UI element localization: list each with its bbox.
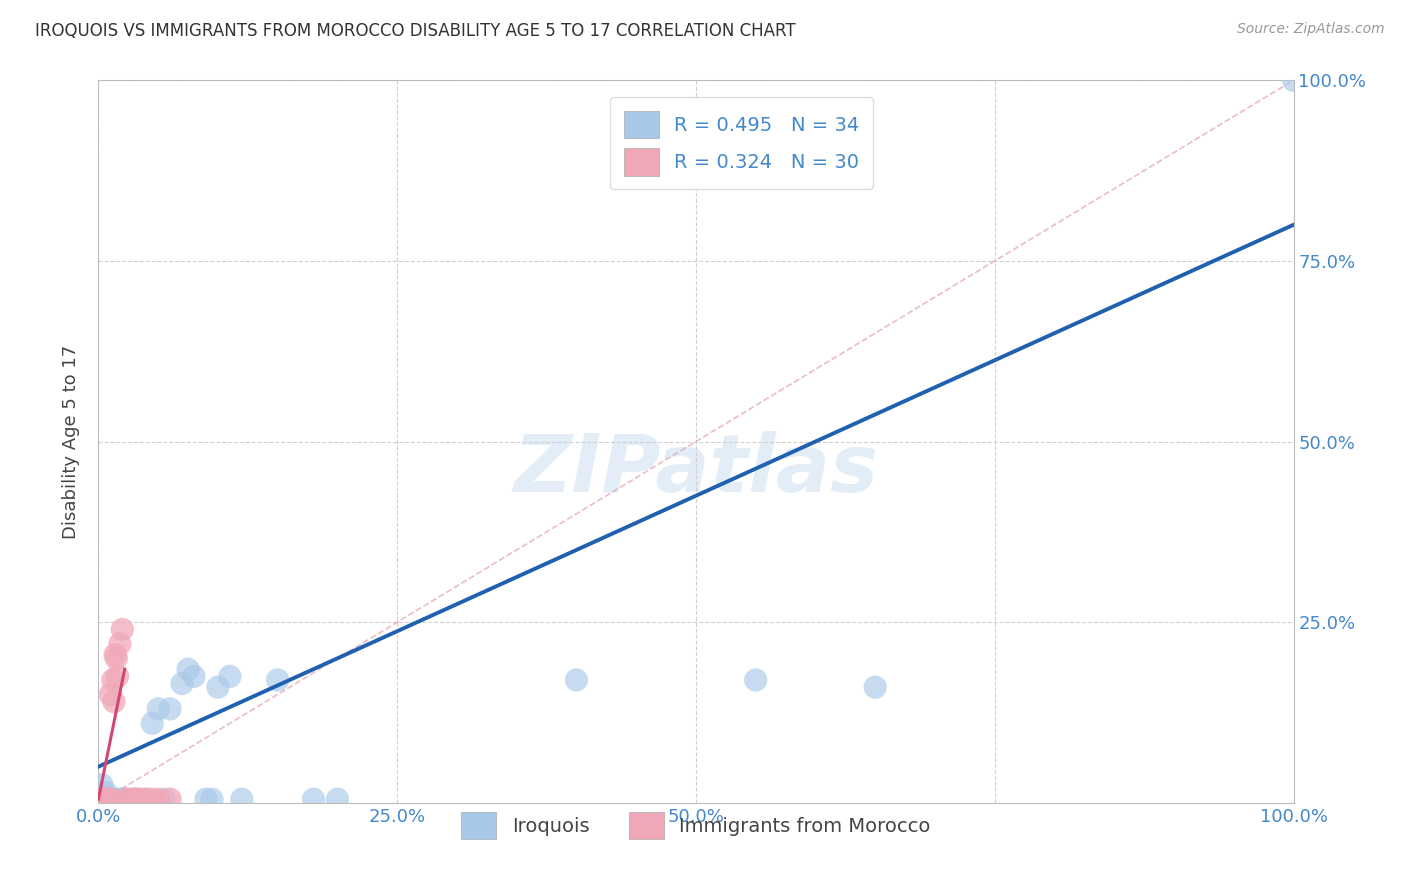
Point <box>124 792 146 806</box>
Point <box>94 792 117 806</box>
Y-axis label: Disability Age 5 to 17: Disability Age 5 to 17 <box>62 344 80 539</box>
Point <box>141 716 163 731</box>
Point <box>94 792 117 806</box>
Point <box>98 792 122 806</box>
Point <box>101 792 124 806</box>
Point <box>135 792 157 806</box>
Point <box>865 680 887 694</box>
Point <box>108 637 131 651</box>
Point <box>219 669 242 683</box>
Point <box>124 792 146 806</box>
Point <box>96 792 118 806</box>
Point <box>201 792 224 806</box>
Point <box>141 792 163 806</box>
Point <box>104 648 127 662</box>
Point <box>117 792 139 806</box>
Point <box>111 623 134 637</box>
Point <box>98 687 122 701</box>
Point <box>121 792 143 806</box>
Point <box>91 792 114 806</box>
Point <box>231 792 253 806</box>
Point <box>148 792 170 806</box>
Point <box>195 792 218 806</box>
Point <box>207 680 229 694</box>
Point <box>103 695 125 709</box>
Point <box>1282 73 1305 87</box>
Point <box>302 792 325 806</box>
Point <box>745 673 768 687</box>
Point <box>98 792 122 806</box>
Point <box>129 792 152 806</box>
Point <box>117 792 139 806</box>
Point <box>114 792 136 806</box>
Point <box>565 673 588 687</box>
Legend: Iroquois, Immigrants from Morocco: Iroquois, Immigrants from Morocco <box>454 805 938 847</box>
Point <box>177 662 200 676</box>
Point <box>129 792 152 806</box>
Point <box>91 792 114 806</box>
Point <box>93 792 115 806</box>
Text: ZIPatlas: ZIPatlas <box>513 432 879 509</box>
Point <box>183 669 205 683</box>
Point <box>97 792 120 806</box>
Point <box>114 792 136 806</box>
Point <box>125 792 148 806</box>
Point <box>98 792 121 806</box>
Point <box>153 792 176 806</box>
Point <box>111 792 134 806</box>
Point <box>108 792 131 806</box>
Point <box>267 673 290 687</box>
Point <box>105 792 128 806</box>
Point <box>93 792 115 806</box>
Point <box>172 676 194 690</box>
Point <box>105 651 128 665</box>
Point <box>97 792 120 806</box>
Point <box>101 673 124 687</box>
Point <box>90 792 112 806</box>
Point <box>98 792 121 806</box>
Point <box>135 792 157 806</box>
Text: IROQUOIS VS IMMIGRANTS FROM MOROCCO DISABILITY AGE 5 TO 17 CORRELATION CHART: IROQUOIS VS IMMIGRANTS FROM MOROCCO DISA… <box>35 22 796 40</box>
Point <box>159 702 181 716</box>
Point <box>159 792 181 806</box>
Point <box>326 792 349 806</box>
Point <box>107 669 129 683</box>
Point <box>97 792 120 806</box>
Text: Source: ZipAtlas.com: Source: ZipAtlas.com <box>1237 22 1385 37</box>
Point <box>94 785 117 799</box>
Point <box>93 789 115 803</box>
Point <box>148 702 170 716</box>
Point <box>91 778 114 792</box>
